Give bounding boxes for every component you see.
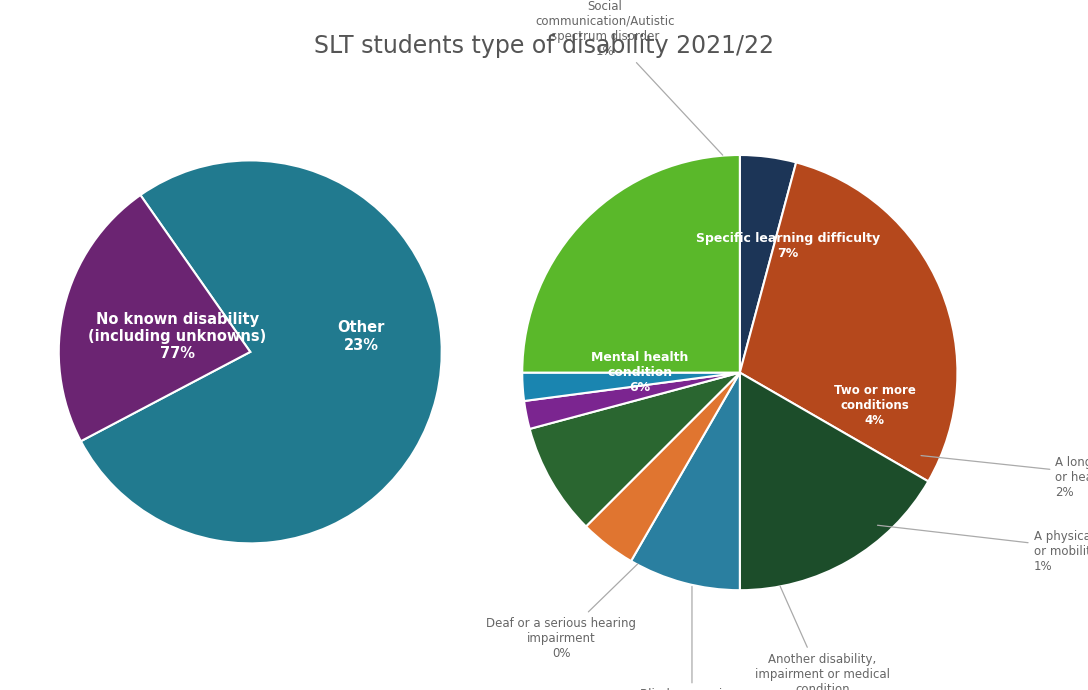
Text: Blind or a serious
visual impairment
0%: Blind or a serious visual impairment 0% [639, 586, 745, 690]
Wedge shape [740, 373, 928, 590]
Text: A long-standing illness
or health condition
2%: A long-standing illness or health condit… [922, 455, 1088, 499]
Text: Other
23%: Other 23% [337, 320, 385, 353]
Wedge shape [586, 373, 740, 561]
Wedge shape [59, 195, 250, 441]
Wedge shape [740, 162, 957, 482]
Text: No known disability
(including unknowns)
77%: No known disability (including unknowns)… [88, 312, 267, 362]
Text: Two or more
conditions
4%: Two or more conditions 4% [833, 384, 916, 426]
Text: Another disability,
impairment or medical
condition
2%: Another disability, impairment or medica… [755, 586, 890, 690]
Wedge shape [522, 373, 740, 401]
Text: Specific learning difficulty
7%: Specific learning difficulty 7% [695, 233, 880, 260]
Text: A physical impairment
or mobility issues
1%: A physical impairment or mobility issues… [878, 525, 1088, 573]
Text: Social
communication/Autistic
spectrum disorder
1%: Social communication/Autistic spectrum d… [535, 0, 722, 155]
Wedge shape [522, 155, 740, 373]
Wedge shape [524, 373, 740, 429]
Wedge shape [740, 155, 796, 373]
Text: Mental health
condition
6%: Mental health condition 6% [591, 351, 689, 394]
Text: SLT students type of disability 2021/22: SLT students type of disability 2021/22 [314, 34, 774, 59]
Text: Deaf or a serious hearing
impairment
0%: Deaf or a serious hearing impairment 0% [486, 564, 638, 660]
Wedge shape [81, 160, 442, 544]
Wedge shape [530, 373, 740, 526]
Wedge shape [631, 373, 740, 590]
